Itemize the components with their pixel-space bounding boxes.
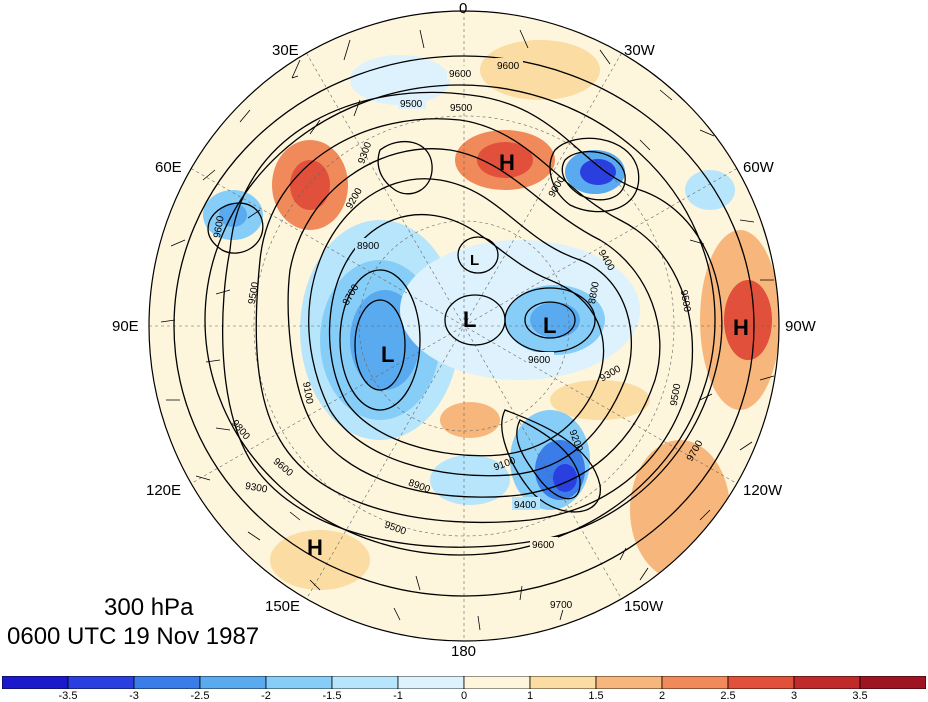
longitude-label-60e: 60E: [155, 159, 182, 176]
colorbar-cell: [67, 676, 135, 689]
colorbar-cell: [727, 676, 795, 689]
longitude-label-150e: 150E: [265, 598, 301, 615]
colorbar-label: 1.5: [588, 690, 604, 702]
contour-label: 9600: [532, 540, 555, 551]
colorbar-label: -3.5: [58, 690, 78, 702]
colorbar-label: -1.5: [322, 690, 342, 702]
graticule: [149, 11, 779, 641]
colorbar-label: -2: [261, 690, 271, 702]
contour-label: 9100: [300, 381, 315, 405]
colorbar-cell: [2, 676, 69, 689]
colorbar-cell: [859, 676, 926, 689]
low-center: L: [381, 342, 394, 367]
longitude-label-90w: 90W: [785, 318, 816, 335]
longitude-label-0: 0: [459, 0, 468, 17]
longitude-label-30w: 30W: [624, 42, 655, 59]
colorbar-label: -3: [129, 690, 139, 702]
contour-label: 9400: [514, 500, 537, 511]
contour-label: 9300: [244, 481, 268, 496]
colorbar-label: 2: [658, 690, 666, 702]
colorbar-cell: [265, 676, 333, 689]
low-center: L: [543, 313, 556, 338]
map-border: [148, 10, 780, 642]
longitude-label-30e: 30E: [272, 42, 299, 59]
colorbar-label: -2.5: [190, 690, 210, 702]
colorbar-label: 3: [790, 690, 798, 702]
high-center: H: [307, 535, 323, 560]
colorbar-label: 3.5: [852, 690, 868, 702]
contour-label: 9600: [497, 61, 520, 72]
colorbar-cell: [199, 676, 267, 689]
contour-label: 9500: [450, 103, 473, 114]
colorbar-cell: [793, 676, 861, 689]
pressure-centers: H H H L L L L: [307, 150, 749, 560]
wind-barbs: [160, 29, 775, 631]
pressure-level-title: 300 hPa: [104, 594, 194, 621]
contour-label: 9500: [247, 281, 262, 305]
low-center: L: [470, 252, 479, 269]
contour-label: 9600: [212, 215, 227, 239]
colorbar-cell: [661, 676, 729, 689]
colorbar-label: 1: [526, 690, 534, 702]
colorbar: [2, 676, 926, 689]
contour-label: 8900: [357, 241, 380, 252]
contour-label: 8800: [587, 281, 602, 305]
longitude-label-90e: 90E: [112, 318, 139, 335]
valid-time-title: 0600 UTC 19 Nov 1987: [7, 623, 260, 650]
colorbar-label: -1: [393, 690, 403, 702]
longitude-label-120e: 120E: [146, 482, 182, 499]
contour-label: 9600: [528, 355, 551, 366]
longitude-label-150w: 150W: [624, 598, 664, 615]
height-contours: [173, 55, 755, 597]
contour-label: 9500: [678, 289, 693, 313]
colorbar-cell: [133, 676, 201, 689]
longitude-label-180: 180: [451, 643, 477, 660]
colorbar-cell: [595, 676, 663, 689]
colorbar-label: 0: [460, 690, 468, 702]
contour-label: 9500: [400, 99, 423, 110]
high-center: H: [733, 315, 749, 340]
colorbar-cell: [529, 676, 597, 689]
longitude-label-60w: 60W: [743, 159, 774, 176]
contour-label: 9600: [449, 69, 472, 80]
colorbar-cell: [463, 676, 531, 689]
high-center: H: [499, 150, 515, 175]
low-center: L: [463, 307, 476, 332]
contour-label: 9500: [669, 382, 684, 406]
colorbar-label: 2.5: [720, 690, 736, 702]
colorbar-cell: [331, 676, 399, 689]
colorbar-cell: [397, 676, 465, 689]
longitude-label-120w: 120W: [743, 482, 783, 499]
contour-label: 9700: [550, 600, 573, 611]
